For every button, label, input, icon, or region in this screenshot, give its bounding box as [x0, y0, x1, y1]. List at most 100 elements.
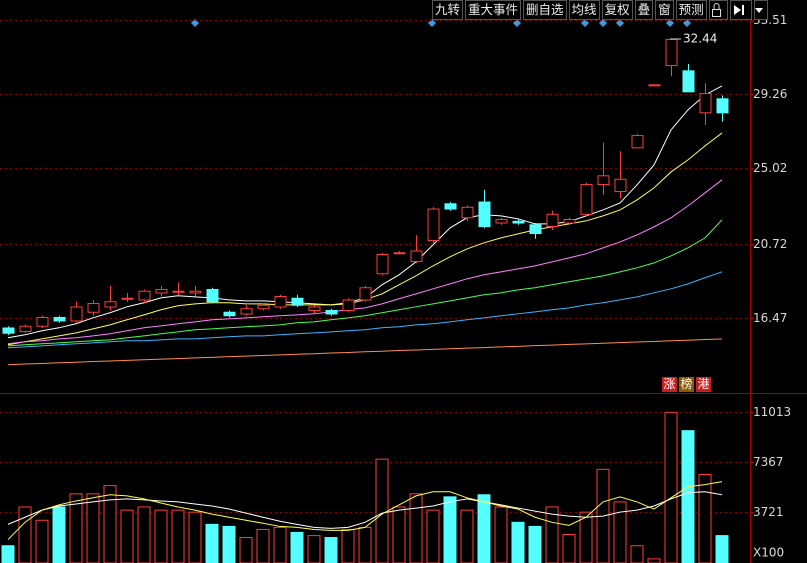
collapse-icon	[733, 5, 744, 15]
volume-bar	[103, 485, 117, 563]
candle-body	[444, 203, 457, 210]
badge[interactable]: 榜	[679, 377, 694, 392]
candle-body	[121, 297, 134, 300]
toolbar-button[interactable]: 删自选	[523, 0, 567, 20]
ma-line	[7, 271, 723, 349]
volume-bar	[239, 537, 253, 563]
candle-body	[665, 38, 678, 67]
candle-body	[240, 308, 253, 315]
collapse-button[interactable]	[729, 0, 752, 20]
lock-icon	[711, 3, 721, 17]
candle-body	[410, 250, 423, 263]
candle-body	[529, 224, 542, 235]
volume-bar	[324, 537, 338, 563]
volume-bar	[222, 525, 236, 563]
volume-bar	[86, 493, 100, 563]
candle-body	[563, 219, 576, 224]
candle-body	[393, 252, 406, 255]
badge[interactable]: 港	[696, 377, 711, 392]
volume-bar	[562, 534, 576, 563]
candle-body	[104, 301, 117, 308]
candle-body	[87, 302, 100, 313]
volume-bar	[647, 558, 661, 563]
volume-bar	[273, 526, 287, 563]
candle-body	[682, 70, 695, 93]
volume-bar	[171, 509, 185, 563]
candle-body	[614, 178, 627, 193]
volume-bar	[18, 506, 32, 563]
volume-bar	[35, 519, 49, 563]
menu-icon	[754, 8, 763, 13]
volume-bar	[120, 509, 134, 563]
ma-line	[7, 338, 723, 366]
volume-bar	[341, 528, 355, 563]
volume-bar	[392, 506, 406, 563]
volume-bar	[426, 509, 440, 563]
ma-line	[7, 481, 723, 540]
candle-body	[274, 295, 287, 308]
volume-bar	[188, 511, 202, 563]
volume-bar	[494, 506, 508, 563]
volume-bar	[579, 511, 593, 563]
candle-body	[189, 290, 202, 294]
lock-button[interactable]	[708, 0, 728, 20]
menu-button[interactable]	[753, 0, 768, 20]
candle-body	[359, 287, 372, 301]
candle-body	[2, 327, 15, 334]
volume-bar	[307, 535, 321, 563]
volume-bar	[698, 474, 712, 563]
toolbar: 九转 重大事件 删自选 均线 复权 叠 窗 预测	[432, 0, 768, 20]
ma-line	[7, 491, 723, 529]
ma-line	[7, 179, 723, 345]
candle-body	[631, 135, 644, 149]
y-tick-label: 16.47	[753, 311, 787, 325]
volume-bar	[290, 531, 304, 563]
candle-body	[716, 98, 729, 114]
candle-body	[308, 306, 321, 311]
candle-body	[155, 288, 168, 294]
ma-line	[7, 132, 723, 346]
candle-body	[427, 208, 440, 242]
toolbar-button[interactable]: 预测	[675, 0, 707, 20]
ma-line	[7, 219, 723, 347]
volume-bar	[664, 411, 678, 563]
volume-bar	[681, 430, 695, 563]
volume-bar	[137, 506, 151, 563]
candle-body	[138, 290, 151, 301]
toolbar-button[interactable]: 重大事件	[465, 0, 522, 20]
toolbar-button[interactable]: 窗	[655, 0, 674, 20]
candle-body	[206, 288, 219, 303]
volume-bar	[154, 509, 168, 563]
y-tick-label: 29.26	[753, 87, 787, 101]
toolbar-button[interactable]: 叠	[634, 0, 654, 20]
volume-bar	[613, 501, 627, 563]
volume-bar	[511, 521, 525, 563]
candle-body	[461, 206, 474, 219]
badge[interactable]: 涨	[662, 377, 677, 392]
toolbar-button[interactable]: 复权	[601, 0, 633, 20]
volume-bar	[205, 523, 219, 563]
candle-body	[580, 184, 593, 215]
volume-bar	[715, 535, 729, 563]
y-tick-label: 3721	[753, 505, 784, 519]
y-tick-label: 20.72	[753, 237, 787, 251]
candle-body	[257, 304, 270, 310]
volume-bar	[256, 528, 270, 563]
y-tick-label: 7367	[753, 455, 784, 469]
volume-bar	[358, 526, 372, 563]
candle-body	[291, 297, 304, 306]
volume-bar	[630, 545, 644, 563]
toolbar-button[interactable]: 九转	[432, 0, 464, 20]
candle-body	[648, 84, 661, 87]
candle-body	[172, 290, 185, 293]
candle-body	[342, 299, 355, 311]
candle-body	[512, 220, 525, 224]
toolbar-button[interactable]: 均线	[568, 0, 600, 20]
volume-bar	[443, 496, 457, 563]
candle-body	[597, 175, 610, 186]
volume-bar	[375, 458, 389, 563]
volume-bar	[545, 506, 559, 563]
candle-body	[70, 306, 83, 322]
candle-body	[223, 311, 236, 317]
